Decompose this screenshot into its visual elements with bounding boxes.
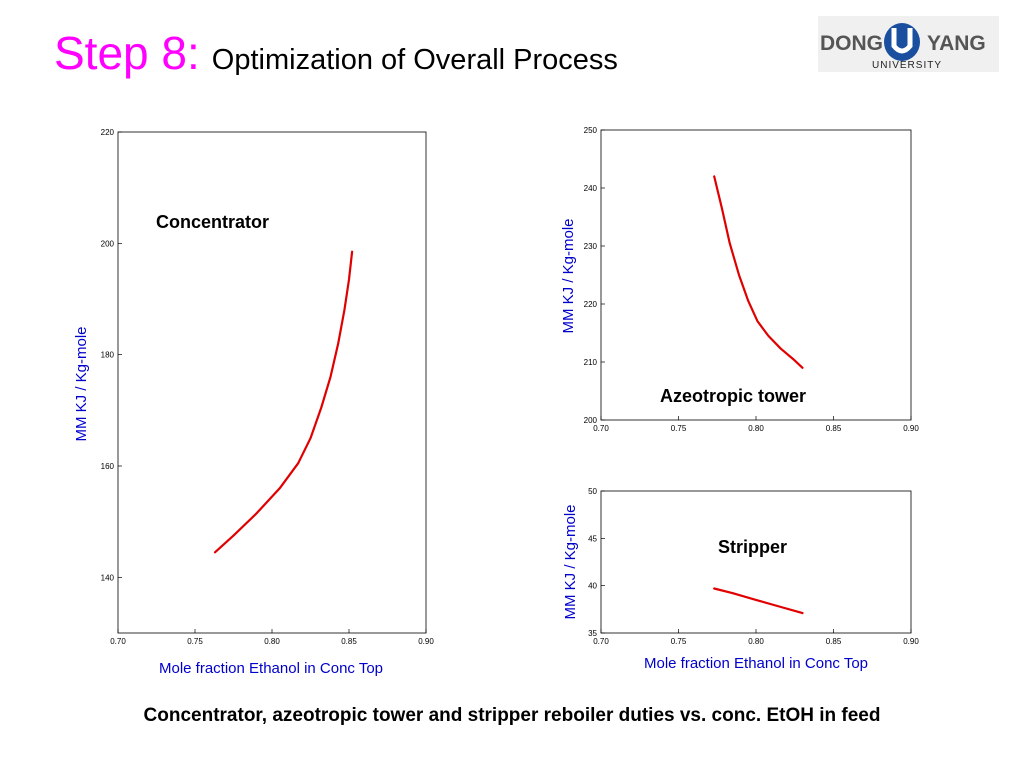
- chart-annotation: Azeotropic tower: [660, 386, 806, 406]
- step-label: Step 8:: [54, 27, 200, 79]
- x-tick-label: 0.75: [671, 637, 687, 646]
- x-axis-label: Mole fraction Ethanol in Conc Top: [159, 660, 383, 677]
- y-axis-label: MM KJ / Kg-mole: [73, 326, 90, 441]
- y-tick-label: 220: [101, 128, 115, 137]
- x-tick-label: 0.80: [264, 637, 280, 646]
- logo-word-bottom: UNIVERSITY: [872, 60, 943, 71]
- x-tick-label: 0.80: [748, 424, 764, 433]
- plot-frame-2: [600, 129, 912, 421]
- series-line-3: [713, 587, 804, 615]
- university-logo: DONG YANG UNIVERSITY: [818, 16, 999, 72]
- y-tick-label: 50: [588, 487, 597, 496]
- x-tick-label: 0.90: [903, 424, 919, 433]
- x-tick-label: 0.85: [826, 637, 842, 646]
- y-tick-label: 35: [588, 629, 597, 638]
- y-tick-label: 40: [588, 582, 597, 591]
- charts-canvas: 0.70 0.75 0.80 0.85 0.90 140 160 180 200 220 Conce…: [73, 126, 919, 677]
- chart-annotation: Stripper: [718, 537, 787, 557]
- y-tick-label: 200: [101, 239, 115, 248]
- figure-caption: Concentrator, azeotropic tower and strip…: [143, 705, 881, 726]
- logo-word-left: DONG: [820, 32, 883, 55]
- y-axis-label: MM KJ / Kg-mole: [560, 218, 577, 333]
- x-tick-label: 0.70: [593, 637, 609, 646]
- x-tick-label: 0.85: [341, 637, 357, 646]
- plot-frame-1: [117, 131, 427, 634]
- x-tick-label: 0.90: [903, 637, 919, 646]
- logo-word-right: YANG: [927, 32, 986, 55]
- plot-frame-3: [600, 490, 912, 634]
- y-tick-label: 240: [584, 184, 598, 193]
- series-line-2: [713, 175, 804, 369]
- y-tick-label: 160: [101, 462, 115, 471]
- x-tick-label: 0.80: [748, 637, 764, 646]
- step-subtitle: Optimization of Overall Process: [211, 44, 618, 76]
- y-tick-label: 230: [584, 242, 598, 251]
- y-tick-label: 220: [584, 300, 598, 309]
- x-tick-label: 0.90: [418, 637, 434, 646]
- slide-title: Step 8: Optimization of Overall Process: [54, 26, 618, 80]
- y-axis-label: MM KJ / Kg-mole: [562, 504, 579, 619]
- y-tick-label: 180: [101, 351, 115, 360]
- x-tick-label: 0.70: [110, 637, 126, 646]
- y-tick-label: 140: [101, 573, 115, 582]
- chart-annotation: Concentrator: [156, 212, 269, 232]
- y-tick-label: 250: [584, 126, 598, 135]
- x-tick-label: 0.85: [826, 424, 842, 433]
- y-tick-label: 210: [584, 358, 598, 367]
- logo-emblem-icon: [884, 23, 920, 61]
- series-line-1: [213, 250, 354, 554]
- x-tick-label: 0.75: [671, 424, 687, 433]
- x-tick-label: 0.70: [593, 424, 609, 433]
- y-tick-label: 200: [584, 416, 598, 425]
- x-axis-label: Mole fraction Ethanol in Conc Top: [644, 655, 868, 672]
- x-tick-label: 0.75: [187, 637, 203, 646]
- y-tick-label: 45: [588, 534, 597, 543]
